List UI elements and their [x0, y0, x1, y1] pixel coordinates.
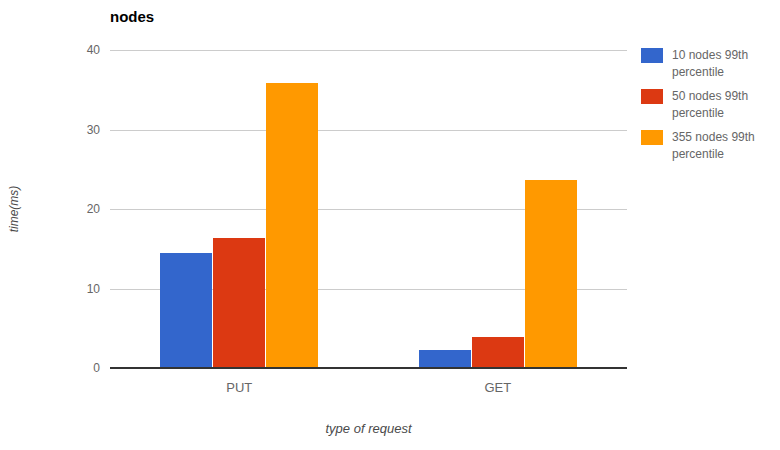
y-tick-label: 20 [52, 202, 100, 216]
legend-label: 50 nodes 99th percentile [672, 88, 776, 122]
bar-put-series-2[interactable] [266, 83, 318, 368]
bar-put-series-0[interactable] [160, 253, 212, 368]
y-tick-label: 30 [52, 123, 100, 137]
bar-get-series-0[interactable] [419, 350, 471, 368]
bar-get-series-2[interactable] [525, 180, 577, 368]
x-category-label-get: GET [438, 380, 558, 395]
gridline [110, 50, 627, 51]
x-category-label-put: PUT [179, 380, 299, 395]
legend-swatch-icon [641, 130, 663, 145]
legend-swatch-icon [641, 89, 663, 104]
gridline [110, 130, 627, 131]
bar-chart: nodes time(ms) 010203040PUTGET type of r… [0, 0, 780, 450]
y-tick-label: 40 [52, 43, 100, 57]
y-tick-label: 0 [52, 361, 100, 375]
bar-get-series-1[interactable] [472, 337, 524, 368]
y-tick-label: 10 [52, 282, 100, 296]
legend: 10 nodes 99th percentile 50 nodes 99th pe… [641, 47, 776, 170]
bar-put-series-1[interactable] [213, 238, 265, 368]
legend-item-0: 10 nodes 99th percentile [641, 47, 776, 81]
legend-label: 355 nodes 99th percentile [672, 129, 776, 163]
legend-label: 10 nodes 99th percentile [672, 47, 776, 81]
legend-swatch-icon [641, 48, 663, 63]
x-axis-title: type of request [110, 421, 627, 436]
chart-title: nodes [110, 8, 154, 25]
plot-area: 010203040PUTGET [110, 50, 627, 368]
y-axis-title: time(ms) [7, 169, 21, 249]
x-axis-baseline [110, 367, 627, 369]
legend-item-1: 50 nodes 99th percentile [641, 88, 776, 122]
legend-item-2: 355 nodes 99th percentile [641, 129, 776, 163]
